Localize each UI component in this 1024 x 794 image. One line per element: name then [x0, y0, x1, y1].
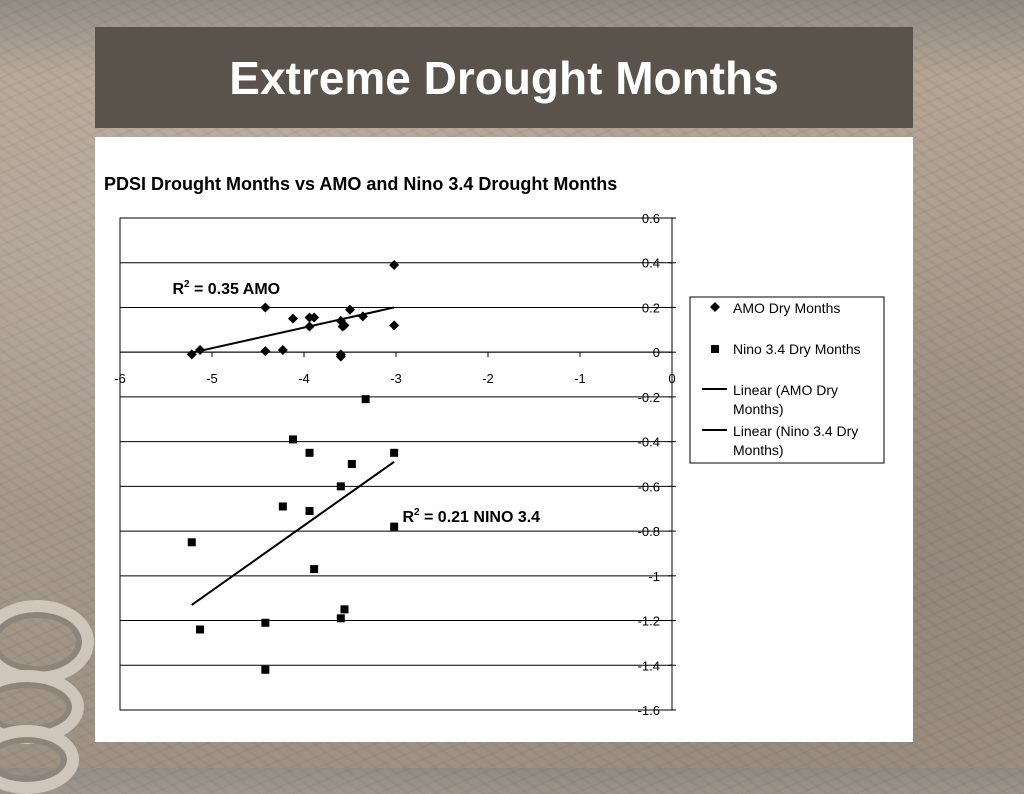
legend-label: AMO Dry Months: [733, 300, 840, 316]
nino-point: [390, 448, 399, 457]
nino-point: [261, 665, 270, 674]
amo-point: [304, 321, 315, 332]
x-tick-label: -2: [482, 371, 494, 386]
trendline: [191, 460, 395, 606]
nino-point: [361, 395, 370, 404]
x-tick-label: -1: [574, 371, 586, 386]
nino-point: [196, 625, 205, 634]
legend-entry-nino-linear: Linear (Nino 3.4 Dry Months): [702, 423, 858, 458]
annotations: R2 = 0.35 AMO R2 = 0.21 NINO 3.4: [172, 279, 540, 526]
r-squared-label: R2 = 0.21 NINO 3.4: [402, 507, 540, 526]
nino-point: [278, 502, 287, 511]
legend-marker-diamond: [710, 302, 720, 312]
chart-title: PDSI Drought Months vs AMO and Nino 3.4 …: [104, 174, 617, 194]
x-axis-tick-labels: -6 -5 -4 -3 -2 -1 0: [114, 371, 675, 386]
nino-point: [261, 618, 270, 627]
legend: AMO Dry Months Nino 3.4 Dry Months Linea…: [689, 296, 885, 464]
legend-marker-square: [711, 345, 719, 353]
amo-point: [195, 344, 206, 355]
amo-point: [186, 349, 197, 360]
r-squared-label: R2 = 0.35 AMO: [172, 279, 280, 298]
y-tick-label: -1: [648, 569, 660, 584]
y-tick-label: -0.2: [638, 390, 660, 405]
amo-point: [357, 311, 368, 322]
x-tick-label: -4: [298, 371, 310, 386]
nino-point: [187, 538, 196, 547]
y-tick-label: -0.8: [638, 524, 660, 539]
gridlines: [120, 217, 676, 711]
nino-point: [288, 435, 297, 444]
y-axis-tick-labels: 0.60.40.20-0.2-0.4-0.6-0.8-1-1.2-1.4-1.6: [638, 211, 660, 718]
legend-label: Linear (Nino 3.4 Dry Months): [733, 423, 858, 458]
amo-point: [277, 344, 288, 355]
axes: [119, 218, 673, 710]
chart-panel: PDSI Drought Months vs AMO and Nino 3.4 …: [95, 137, 913, 742]
y-tick-label: 0.6: [642, 211, 660, 226]
tire-decoration: [0, 725, 79, 794]
x-tick-label: 0: [668, 371, 675, 386]
x-tick-label: -6: [114, 371, 126, 386]
slide-title: Extreme Drought Months: [229, 51, 779, 104]
x-tick-label: -5: [206, 371, 218, 386]
nino-point: [305, 506, 314, 515]
title-band: Extreme Drought Months: [95, 27, 913, 128]
amo-point: [389, 320, 400, 331]
y-tick-label: -1.2: [638, 614, 660, 629]
legend-entry-nino: Nino 3.4 Dry Months: [711, 341, 861, 357]
nino-point: [305, 448, 314, 457]
y-tick-label: -0.4: [638, 435, 660, 450]
legend-entry-amo: AMO Dry Months: [710, 300, 840, 316]
amo-point: [309, 312, 320, 323]
amo-point: [345, 304, 355, 315]
legend-entry-amo-linear: Linear (AMO Dry Months): [702, 382, 838, 417]
x-tick-label: -3: [390, 371, 402, 386]
legend-box: [689, 296, 885, 464]
amo-point: [339, 320, 350, 331]
amo-point: [335, 351, 346, 362]
legend-label: Linear (AMO Dry Months): [733, 382, 838, 417]
nino-point: [347, 460, 356, 468]
y-tick-label: -1.6: [638, 703, 660, 718]
nino-point: [336, 614, 345, 623]
legend-label: Nino 3.4 Dry Months: [733, 341, 861, 357]
y-tick-label: -1.4: [638, 658, 660, 673]
y-tick-label: 0.2: [642, 300, 660, 315]
amo-point: [287, 313, 298, 324]
plot-area: [119, 217, 673, 711]
nino-point: [340, 605, 349, 614]
y-tick-label: -0.6: [638, 479, 660, 494]
scatter-chart: PDSI Drought Months vs AMO and Nino 3.4 …: [104, 174, 885, 718]
amo-point: [389, 259, 400, 270]
nino-point: [336, 482, 345, 491]
nino-point: [390, 522, 399, 531]
amo-point: [260, 302, 271, 313]
y-tick-label: 0.4: [642, 256, 660, 271]
amo-point: [260, 346, 271, 357]
nino-point: [310, 565, 319, 574]
data-points: [186, 259, 400, 674]
